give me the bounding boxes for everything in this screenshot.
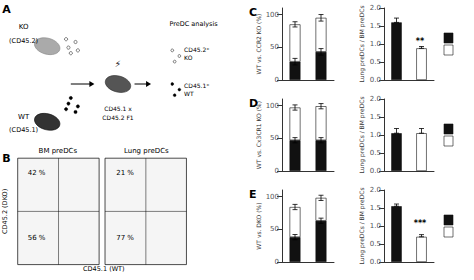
- svg-text:0.0: 0.0: [370, 258, 381, 266]
- svg-text:2.0: 2.0: [370, 4, 381, 12]
- svg-text:2.0: 2.0: [370, 186, 381, 194]
- svg-text:0.5: 0.5: [370, 240, 381, 248]
- svg-text:Lung preDCs: Lung preDCs: [124, 147, 169, 155]
- svg-text:100: 100: [266, 102, 279, 110]
- svg-text:CD45.2 (DKO): CD45.2 (DKO): [1, 189, 9, 234]
- svg-text:Lung preDCs / BM preDCs: Lung preDCs / BM preDCs: [358, 187, 366, 264]
- svg-text:2.0: 2.0: [370, 95, 381, 103]
- svg-text:1.0: 1.0: [370, 131, 381, 139]
- svg-text:KO: KO: [19, 23, 29, 31]
- svg-text:WT: WT: [18, 113, 30, 121]
- svg-text:CD45.2 F1: CD45.2 F1: [102, 114, 134, 121]
- svg-text:***: ***: [414, 219, 427, 228]
- svg-text:42 %: 42 %: [28, 169, 46, 177]
- svg-text:CD45.1⁺: CD45.1⁺: [184, 82, 209, 89]
- svg-text:CD45.2⁺: CD45.2⁺: [184, 46, 209, 53]
- svg-text:(CD45.1): (CD45.1): [9, 126, 38, 134]
- svg-text:0: 0: [275, 76, 279, 84]
- svg-text:1.0: 1.0: [370, 40, 381, 48]
- svg-text:50: 50: [270, 134, 279, 142]
- svg-text:(CD45.2): (CD45.2): [9, 37, 38, 45]
- svg-text:77 %: 77 %: [116, 234, 134, 242]
- svg-text:CD45.1 x: CD45.1 x: [104, 105, 132, 112]
- svg-text:Lung preDCs / BM preDCs: Lung preDCs / BM preDCs: [358, 96, 366, 173]
- svg-text:BM preDCs: BM preDCs: [39, 147, 78, 155]
- svg-text:**: **: [416, 37, 425, 46]
- svg-text:D: D: [249, 97, 258, 110]
- svg-text:1.5: 1.5: [370, 22, 381, 30]
- svg-text:Lung preDCs / BM preDCs: Lung preDCs / BM preDCs: [358, 5, 366, 82]
- svg-text:100: 100: [266, 11, 279, 19]
- svg-text:1.5: 1.5: [370, 204, 381, 212]
- svg-text:WT vs. CCR2 KO (%): WT vs. CCR2 KO (%): [255, 14, 262, 75]
- svg-text:50: 50: [270, 43, 279, 51]
- svg-text:0: 0: [275, 167, 279, 175]
- svg-text:WT vs. DKO (%): WT vs. DKO (%): [255, 202, 262, 249]
- svg-text:E: E: [249, 188, 257, 201]
- svg-text:0.0: 0.0: [370, 167, 381, 175]
- svg-text:1.0: 1.0: [370, 222, 381, 230]
- svg-text:WT vs. Cx3CR1 KO (%): WT vs. Cx3CR1 KO (%): [255, 101, 262, 169]
- svg-text:56 %: 56 %: [28, 234, 46, 242]
- svg-text:1.5: 1.5: [370, 113, 381, 121]
- svg-text:C: C: [249, 6, 257, 19]
- svg-text:WT: WT: [184, 90, 194, 97]
- svg-text:PreDC analysis: PreDC analysis: [169, 20, 218, 28]
- svg-text:B: B: [2, 152, 10, 165]
- svg-text:KO: KO: [184, 54, 193, 61]
- svg-text:⚡: ⚡: [115, 59, 121, 69]
- svg-text:0.5: 0.5: [370, 149, 381, 157]
- svg-text:50: 50: [270, 225, 279, 233]
- svg-text:0.0: 0.0: [370, 76, 381, 84]
- svg-text:A: A: [2, 3, 11, 16]
- svg-text:21 %: 21 %: [116, 169, 134, 177]
- svg-text:100: 100: [266, 193, 279, 201]
- svg-text:CD45.1 (WT): CD45.1 (WT): [83, 265, 125, 273]
- svg-text:0: 0: [275, 258, 279, 266]
- svg-text:0.5: 0.5: [370, 58, 381, 66]
